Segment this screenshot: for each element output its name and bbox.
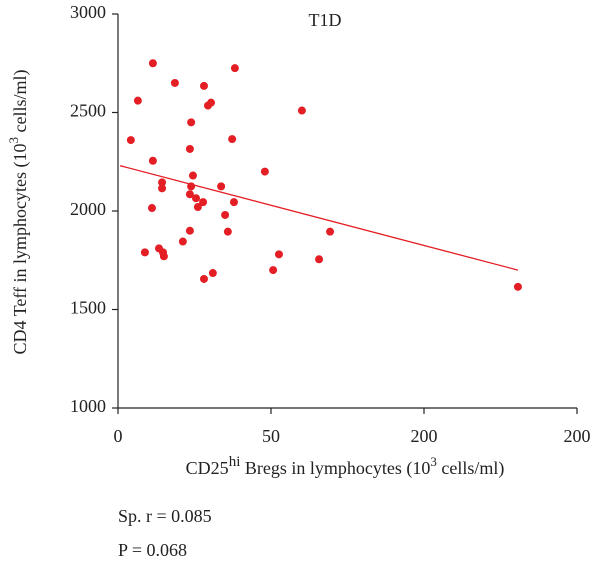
point — [217, 182, 226, 191]
point — [140, 248, 149, 257]
point — [230, 64, 239, 73]
point — [188, 171, 197, 180]
point — [187, 118, 196, 127]
y-axis-label: CD4 Teff in lymphocytes (103 cells/ml) — [6, 69, 31, 354]
point — [223, 227, 232, 236]
point — [208, 269, 217, 278]
point — [185, 144, 194, 153]
x-tick-label: 0 — [114, 426, 123, 446]
point — [297, 106, 306, 115]
point — [199, 198, 208, 207]
chart-title: T1D — [309, 10, 342, 30]
point — [147, 204, 156, 213]
point — [221, 210, 230, 219]
point — [229, 198, 238, 207]
point — [170, 78, 179, 87]
y-tick-label: 2500 — [70, 101, 106, 121]
point — [199, 274, 208, 283]
point — [158, 184, 167, 193]
point — [315, 255, 324, 264]
y-tick-label: 3000 — [70, 2, 106, 22]
point — [260, 167, 269, 176]
point — [274, 250, 283, 259]
point — [513, 282, 522, 291]
point — [185, 226, 194, 235]
point — [228, 135, 237, 144]
point — [158, 178, 167, 187]
point — [185, 190, 194, 199]
point — [178, 237, 187, 246]
point — [269, 266, 278, 275]
y-tick-label: 1500 — [70, 298, 106, 318]
point — [192, 194, 201, 203]
x-tick-label: 200 — [411, 426, 438, 446]
point — [148, 59, 157, 68]
point — [326, 227, 335, 236]
annotation: P = 0.068 — [118, 540, 187, 560]
point — [133, 96, 142, 105]
point — [199, 81, 208, 90]
point — [126, 136, 135, 145]
x-tick-label: 50 — [262, 426, 280, 446]
x-axis-label: CD25hi Bregs in lymphocytes (103 cells/m… — [186, 454, 505, 479]
trend-line — [119, 165, 519, 271]
point — [193, 203, 202, 212]
point — [203, 101, 212, 110]
y-tick-label: 2000 — [70, 199, 106, 219]
point — [148, 156, 157, 165]
point — [159, 252, 168, 261]
x-tick-label: 200 — [564, 426, 591, 446]
annotation: Sp. r = 0.085 — [118, 506, 212, 526]
y-tick-label: 1000 — [70, 396, 106, 416]
